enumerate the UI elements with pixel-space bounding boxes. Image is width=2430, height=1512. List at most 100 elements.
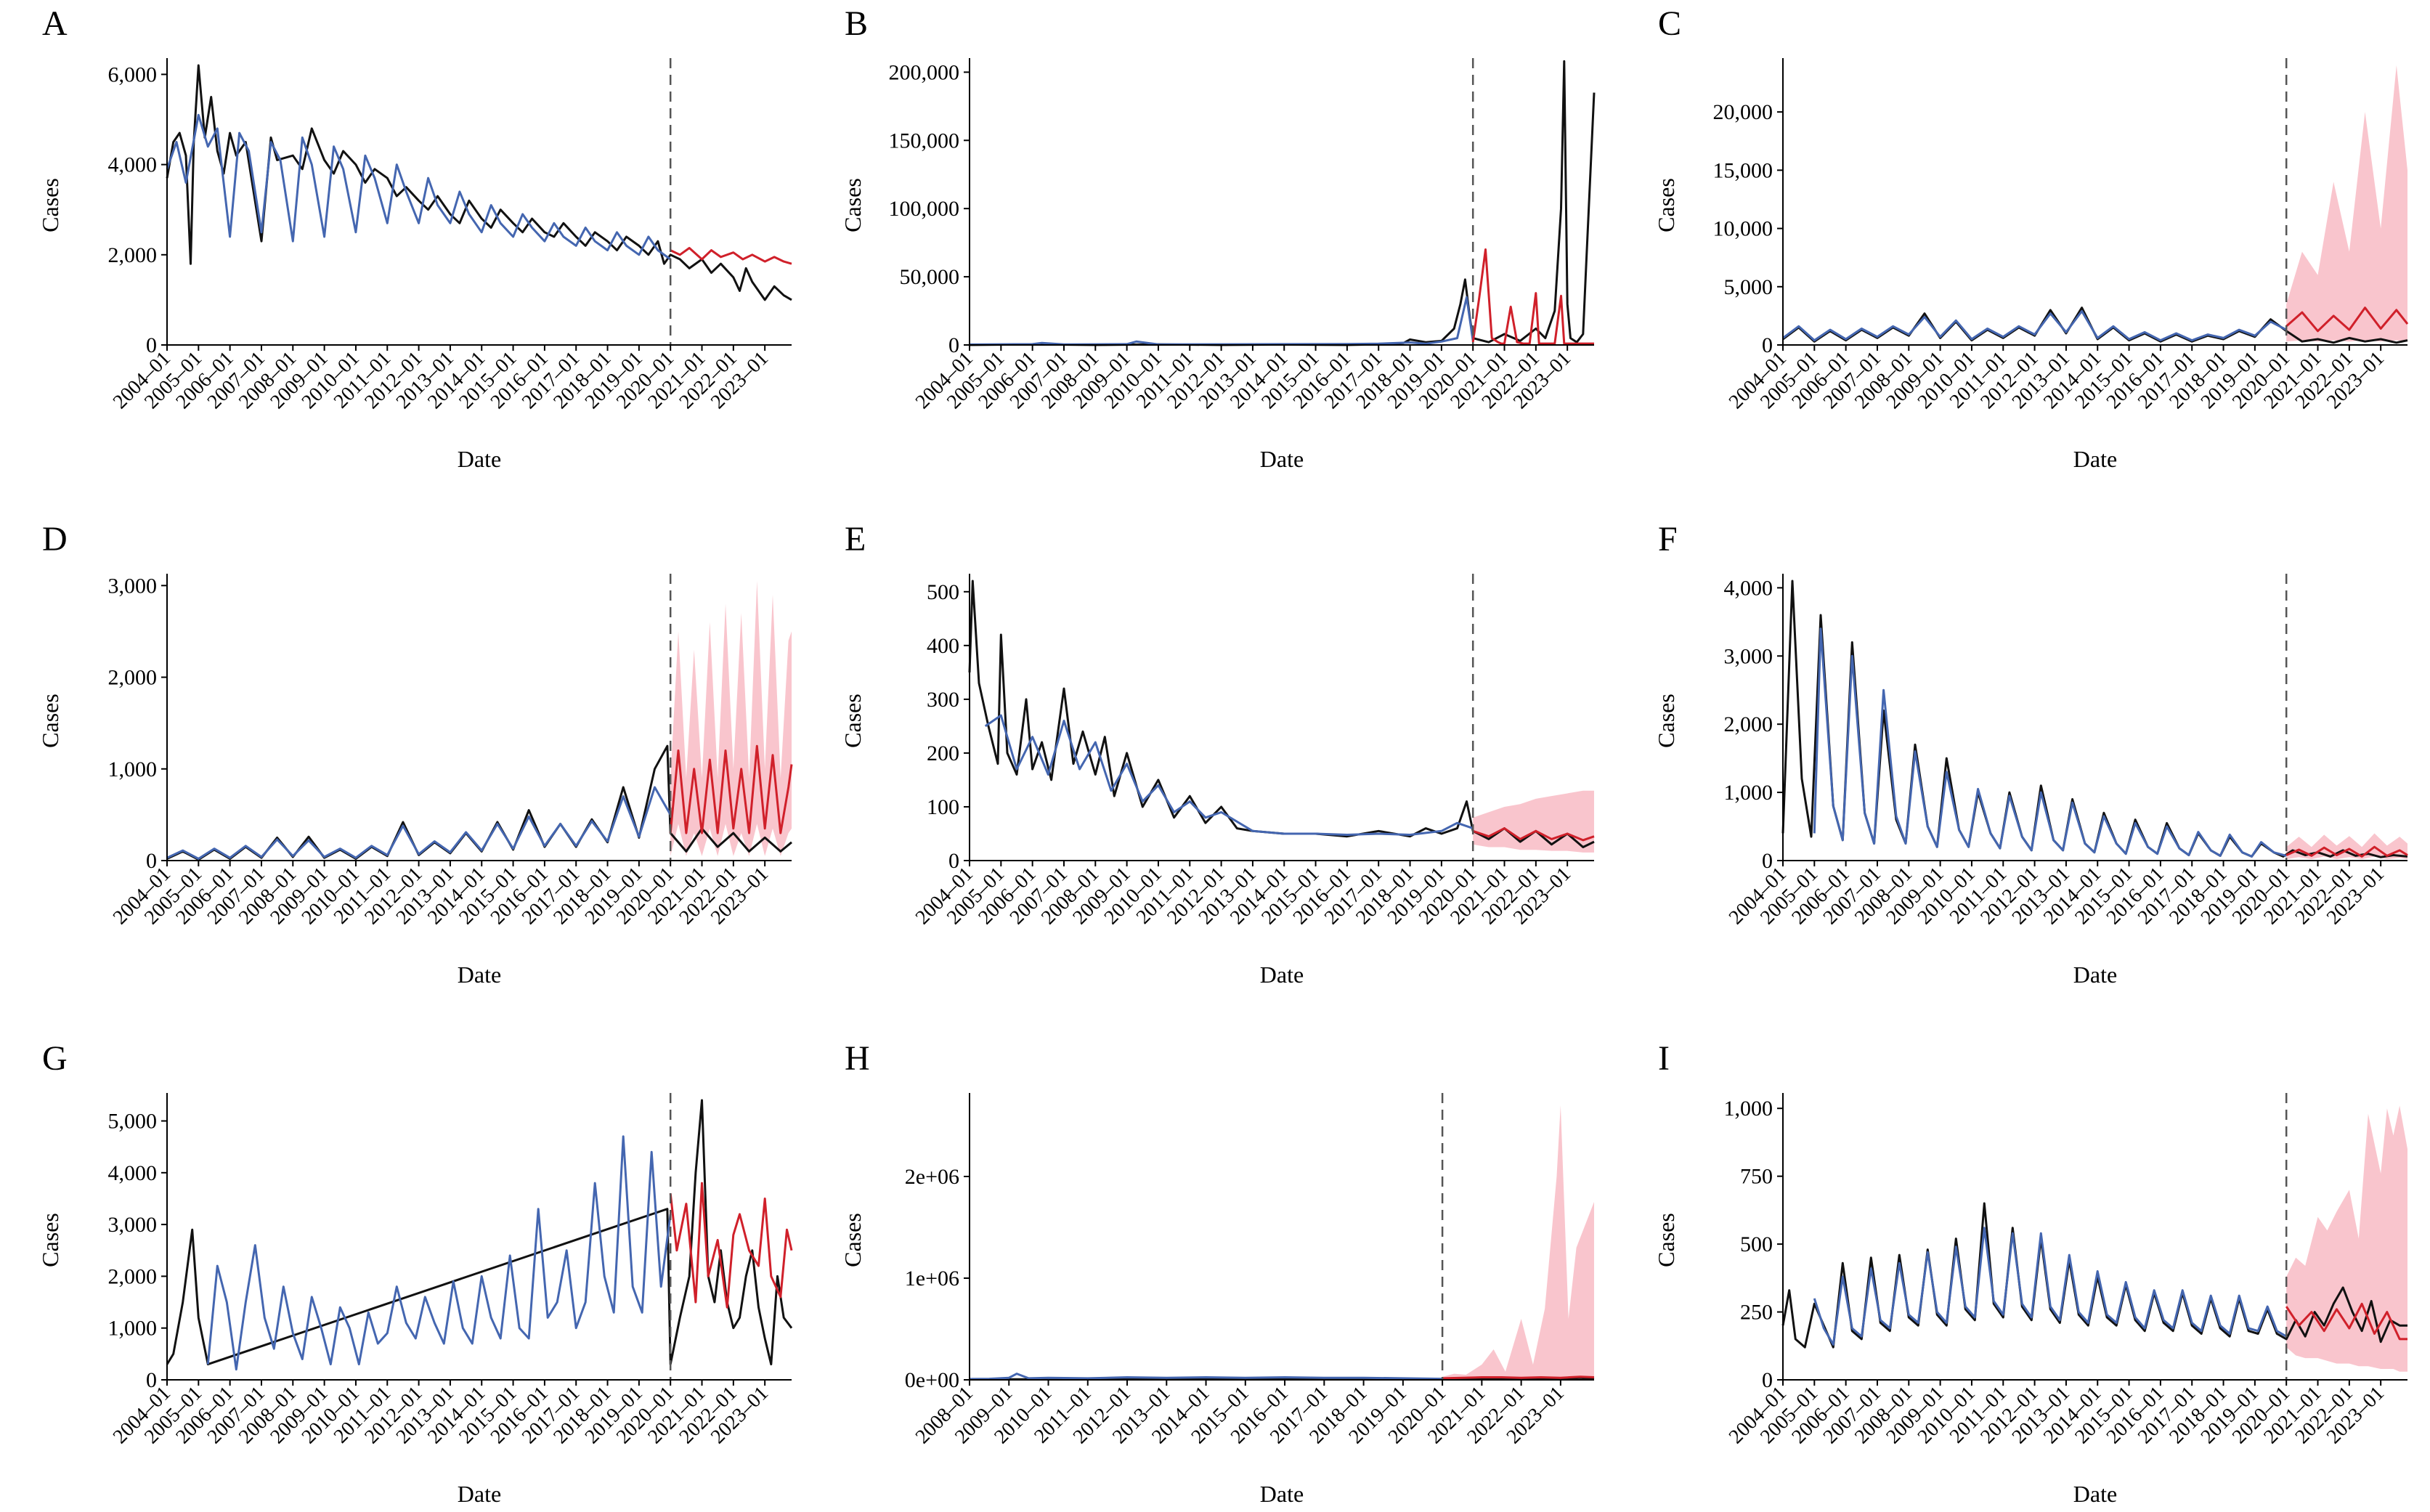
panel-a-y-tick-label: 2,000 [108,243,158,267]
panel-h-x-axis-title: Date [1260,1481,1304,1507]
panel-a-y-axis-title: Cases [37,178,63,232]
panel-i-forecast-interval-band [2286,1105,2407,1372]
panel-g-y-tick-label: 5,000 [108,1110,158,1134]
panel-e-y-tick-label: 0 [948,849,959,873]
panel-letter-a: A [42,4,68,43]
panel-f-y-tick-label: 0 [1762,849,1773,873]
panel-c-y-axis-title: Cases [1653,178,1679,232]
panel-b-y-axis-title: Cases [840,178,866,232]
panel-g-y-tick-label: 3,000 [108,1213,158,1237]
panel-letter-b: B [845,4,868,43]
panel-g: G01,0002,0003,0004,0005,0002004–012005–0… [37,1039,793,1507]
panel-f-y-tick-label: 2,000 [1724,712,1773,736]
panel-a-observed-line [166,64,792,301]
panel-c-fitted-line [1782,310,2287,342]
panel-f-fitted-line [1813,627,2287,858]
panel-c-x-axis-title: Date [2073,446,2117,472]
panel-f-x-axis-title: Date [2073,962,2117,988]
panel-i: I02505007501,0002004–012005–012006–01200… [1653,1039,2407,1507]
panel-g-series [166,1099,793,1371]
panel-i-series [1781,1105,2407,1372]
panel-b-y-tick-label: 50,000 [900,265,960,289]
panel-e-y-tick-label: 300 [927,688,959,712]
panel-letter-h: H [845,1039,870,1078]
panel-f-y-tick-label: 1,000 [1724,781,1773,805]
panel-f-series [1781,580,2408,860]
panel-e-fitted-line [984,714,1474,836]
panel-c-y-tick-label: 0 [1762,333,1773,357]
panel-i-y-tick-label: 0 [1762,1368,1773,1392]
panel-c-y-tick-label: 5,000 [1724,275,1773,299]
panel-d-y-axis-title: Cases [37,694,63,748]
panel-a-forecast-line [670,247,792,265]
panel-b-y-tick-label: 200,000 [889,60,960,84]
panel-letter-i: I [1658,1039,1670,1078]
panel-g-y-axis-title: Cases [37,1213,63,1267]
panel-i-y-tick-label: 750 [1740,1165,1773,1189]
panel-d-y-tick-label: 3,000 [108,574,158,598]
panel-b: B050,000100,000150,000200,0002004–012005… [840,4,1596,472]
panel-h-y-axis-title: Cases [840,1213,866,1267]
panel-c-series [1782,65,2409,344]
panel-c-y-tick-label: 20,000 [1713,100,1773,124]
panel-d: D01,0002,0003,0002004–012005–012006–0120… [37,520,793,988]
panel-h-y-tick-label: 0e+00 [905,1368,959,1392]
panel-i-y-axis-title: Cases [1653,1213,1679,1267]
panel-g-fitted-line [206,1135,672,1371]
panel-d-y-tick-label: 1,000 [108,757,158,781]
panel-g-y-tick-label: 0 [146,1368,157,1392]
panel-e-forecast-line [1472,827,1595,842]
panel-g-y-tick-label: 2,000 [108,1264,158,1288]
panel-letter-d: D [42,520,68,558]
panel-f-y-tick-label: 3,000 [1724,644,1773,668]
panel-h-forecast-interval-band [1442,1105,1594,1380]
panel-h: H0e+001e+062e+062008–012009–012010–01201… [840,1039,1595,1507]
panel-g-y-tick-label: 1,000 [108,1317,158,1341]
panel-letter-e: E [845,520,866,558]
panel-b-x-axis-title: Date [1260,446,1304,472]
panel-a-y-tick-label: 4,000 [108,153,158,177]
panel-b-forecast-line [1471,248,1594,345]
panel-a-y-tick-label: 6,000 [108,62,158,86]
panel-i-y-tick-label: 1,000 [1724,1097,1773,1121]
panel-a-series [166,64,792,301]
panel-c-y-tick-label: 10,000 [1713,217,1773,241]
panel-g-forecast-line [669,1182,793,1309]
panel-d-fitted-line [166,786,672,860]
panel-e-observed-line [968,580,1595,848]
panel-e-y-tick-label: 200 [927,741,959,765]
panel-e-y-axis-title: Cases [840,694,866,748]
panel-d-y-tick-label: 0 [146,849,157,873]
panel-d-y-tick-label: 2,000 [108,666,158,690]
panel-e-y-tick-label: 400 [927,634,959,658]
panel-h-fitted-line [969,1373,1443,1381]
panel-letter-f: F [1658,520,1678,558]
panel-f-forecast-line [2285,845,2408,858]
panel-h-y-tick-label: 1e+06 [905,1267,959,1291]
panel-a: A02,0004,0006,0002004–012005–012006–0120… [37,4,792,472]
panel-h-forecast-line [1442,1375,1595,1380]
panel-i-x-axis-title: Date [2073,1481,2117,1507]
panel-d-forecast-line [669,744,793,834]
panel-b-fitted-line [969,296,1474,346]
panel-d-series [166,581,793,861]
panel-g-observed-line [166,1099,793,1366]
panel-b-y-tick-label: 150,000 [889,129,960,153]
panel-b-observed-line [969,60,1596,346]
panel-i-y-tick-label: 500 [1740,1232,1773,1256]
panel-f-y-axis-title: Cases [1653,694,1679,748]
panel-c-forecast-interval-band [2286,65,2407,342]
panel-h-y-tick-label: 2e+06 [905,1165,959,1189]
panel-e-x-axis-title: Date [1260,962,1304,988]
panel-i-y-tick-label: 250 [1740,1301,1773,1325]
panel-b-y-tick-label: 0 [948,333,959,357]
panel-g-y-tick-label: 4,000 [108,1161,158,1185]
panel-e-series [968,580,1595,853]
panel-c: C05,00010,00015,00020,0002004–012005–012… [1653,4,2409,472]
panel-letter-c: C [1658,4,1681,43]
panel-c-forecast-line [2285,306,2409,333]
panel-i-forecast-line [2285,1302,2407,1341]
panel-b-y-tick-label: 100,000 [889,197,960,221]
panel-letter-g: G [42,1039,68,1078]
